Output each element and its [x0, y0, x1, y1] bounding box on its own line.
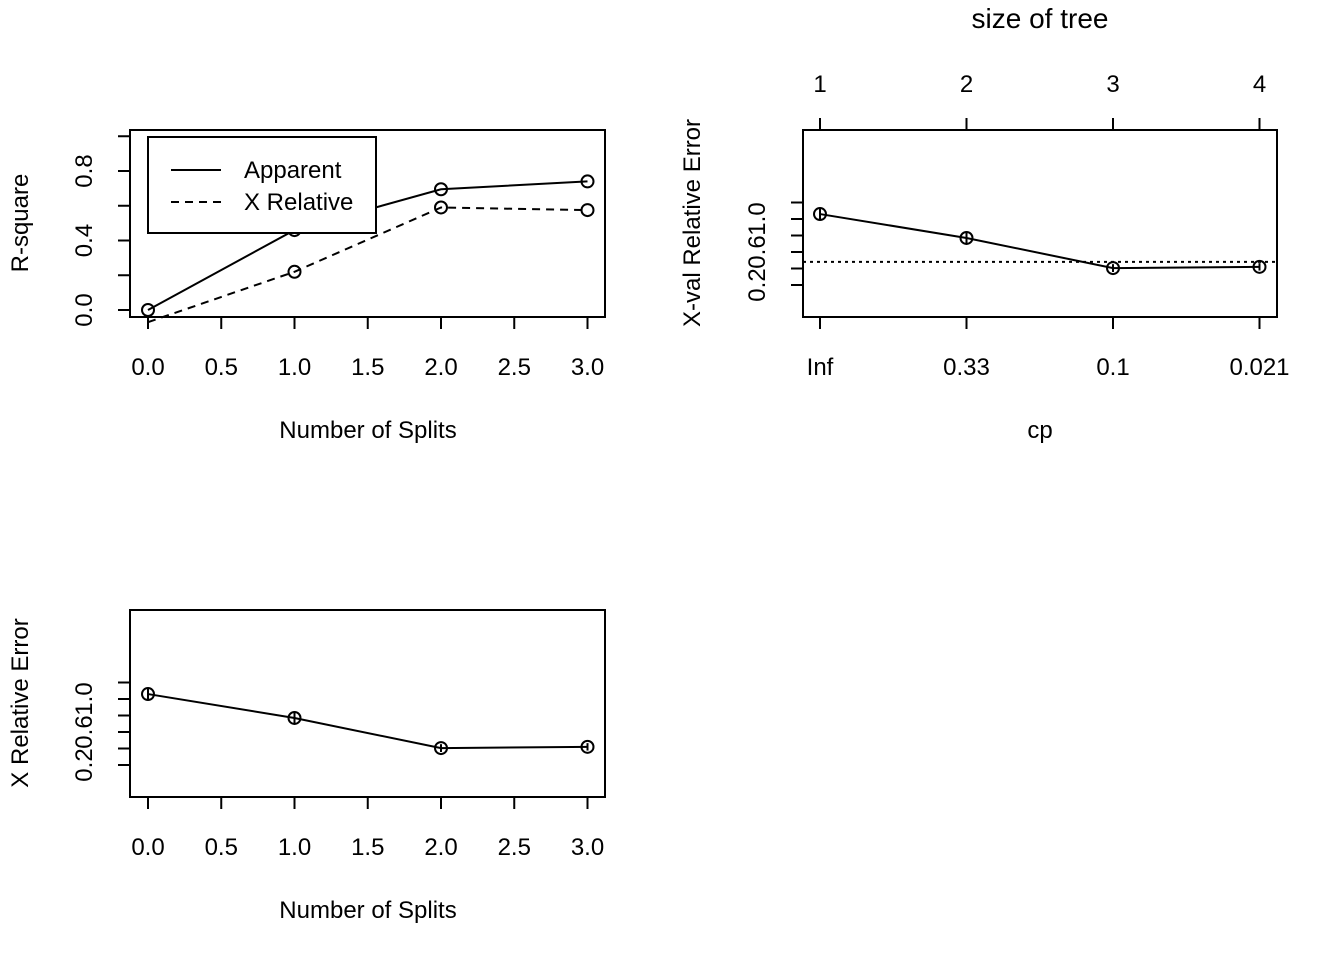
rsquare-x-tick-label: 0.0	[131, 354, 164, 381]
data-point	[580, 174, 595, 189]
rsquare-panel: 0.0 0.5 1.0 1.5 2.0 2.5 3.0 0.0 0.4 0.8 Number o…	[7, 129, 606, 444]
series-line-x-relative	[147, 206, 588, 324]
rsquare-x-tick-label: 2.5	[498, 354, 531, 381]
xrel-x-tick-label: 2.5	[498, 834, 531, 861]
xrel-y-tick-label: 0.6	[71, 715, 98, 748]
data-point	[580, 739, 595, 754]
data-point	[813, 207, 827, 222]
tree-size-axis: 1 2 3 4	[813, 71, 1266, 131]
cp-x-tick-label: 0.1	[1096, 354, 1129, 381]
rsquare-x-label: Number of Splits	[279, 417, 456, 444]
data-point	[434, 200, 448, 215]
cp-title: size of tree	[972, 3, 1109, 34]
xrel-x-label: Number of Splits	[279, 897, 456, 924]
rsquare-x-tick-label: 3.0	[571, 354, 604, 381]
rsquare-x-tick-label: 0.5	[205, 354, 238, 381]
cp-y-axis: 0.20.61.0	[744, 201, 804, 302]
cp-y-tick-label: 0.2	[744, 268, 771, 301]
cp-x-axis: Inf 0.33 0.1 0.021	[807, 316, 1290, 381]
tree-size-tick-label: 2	[960, 71, 973, 98]
xrel-x-tick-label: 2.0	[424, 834, 457, 861]
data-point	[141, 303, 155, 317]
cp-panel: size of tree Inf 0.33 0.1 0.021 1 2 3 4 0.20.6…	[679, 3, 1290, 444]
xrel-panel: 0.0 0.5 1.0 1.5 2.0 2.5 3.0 0.20.61.0 Number o…	[7, 609, 606, 924]
rsquare-legend: Apparent X Relative	[147, 136, 377, 234]
cp-x-label: cp	[1027, 417, 1052, 444]
data-point	[1106, 261, 1120, 276]
data-point	[287, 264, 302, 279]
series-line	[819, 213, 1260, 270]
series-line	[147, 693, 588, 750]
data-point	[287, 710, 302, 725]
rsquare-y-tick-label: 0.4	[71, 224, 98, 257]
xrel-y-tick-label: 1.0	[71, 682, 98, 715]
cp-y-label: X-val Relative Error	[679, 119, 706, 327]
rsquare-y-axis: 0.0 0.4 0.8	[71, 135, 131, 327]
legend-label-apparent: Apparent	[244, 157, 342, 184]
data-point	[580, 203, 595, 218]
legend-box	[147, 136, 377, 234]
tree-size-tick-label: 3	[1106, 71, 1119, 98]
data-point	[434, 741, 448, 756]
data-point	[1252, 259, 1267, 274]
data-point	[434, 182, 448, 197]
xrel-x-tick-label: 0.5	[205, 834, 238, 861]
rsquare-y-label: R-square	[7, 174, 34, 273]
xrel-y-tick-label: 0.2	[71, 748, 98, 781]
xrel-x-tick-label: 3.0	[571, 834, 604, 861]
xrel-y-axis: 0.20.61.0	[71, 681, 131, 782]
xrel-y-label: X Relative Error	[7, 618, 34, 787]
cp-y-tick-label: 0.6	[744, 235, 771, 268]
cp-y-tick-label: 1.0	[744, 202, 771, 235]
tree-size-tick-label: 4	[1253, 71, 1266, 98]
data-point	[141, 687, 155, 702]
rsquare-x-tick-label: 2.0	[424, 354, 457, 381]
data-point	[959, 230, 974, 245]
legend-label-x-relative: X Relative	[244, 189, 353, 216]
rsquare-y-tick-label: 0.0	[71, 293, 98, 326]
cp-x-tick-label: 0.021	[1229, 354, 1289, 381]
cp-series	[803, 207, 1277, 276]
tree-size-tick-label: 1	[813, 71, 826, 98]
xrel-x-tick-label: 1.5	[351, 834, 384, 861]
rsquare-y-tick-label: 0.8	[71, 154, 98, 187]
rsquare-x-tick-label: 1.0	[278, 354, 311, 381]
xrel-x-axis: 0.0 0.5 1.0 1.5 2.0 2.5 3.0	[131, 796, 604, 861]
xrel-series	[141, 687, 595, 756]
rsquare-x-tick-label: 1.5	[351, 354, 384, 381]
xrel-x-tick-label: 0.0	[131, 834, 164, 861]
rsquare-x-axis: 0.0 0.5 1.0 1.5 2.0 2.5 3.0	[131, 316, 604, 381]
cp-x-tick-label: Inf	[807, 354, 834, 381]
cp-x-tick-label: 0.33	[943, 354, 990, 381]
xrel-x-tick-label: 1.0	[278, 834, 311, 861]
